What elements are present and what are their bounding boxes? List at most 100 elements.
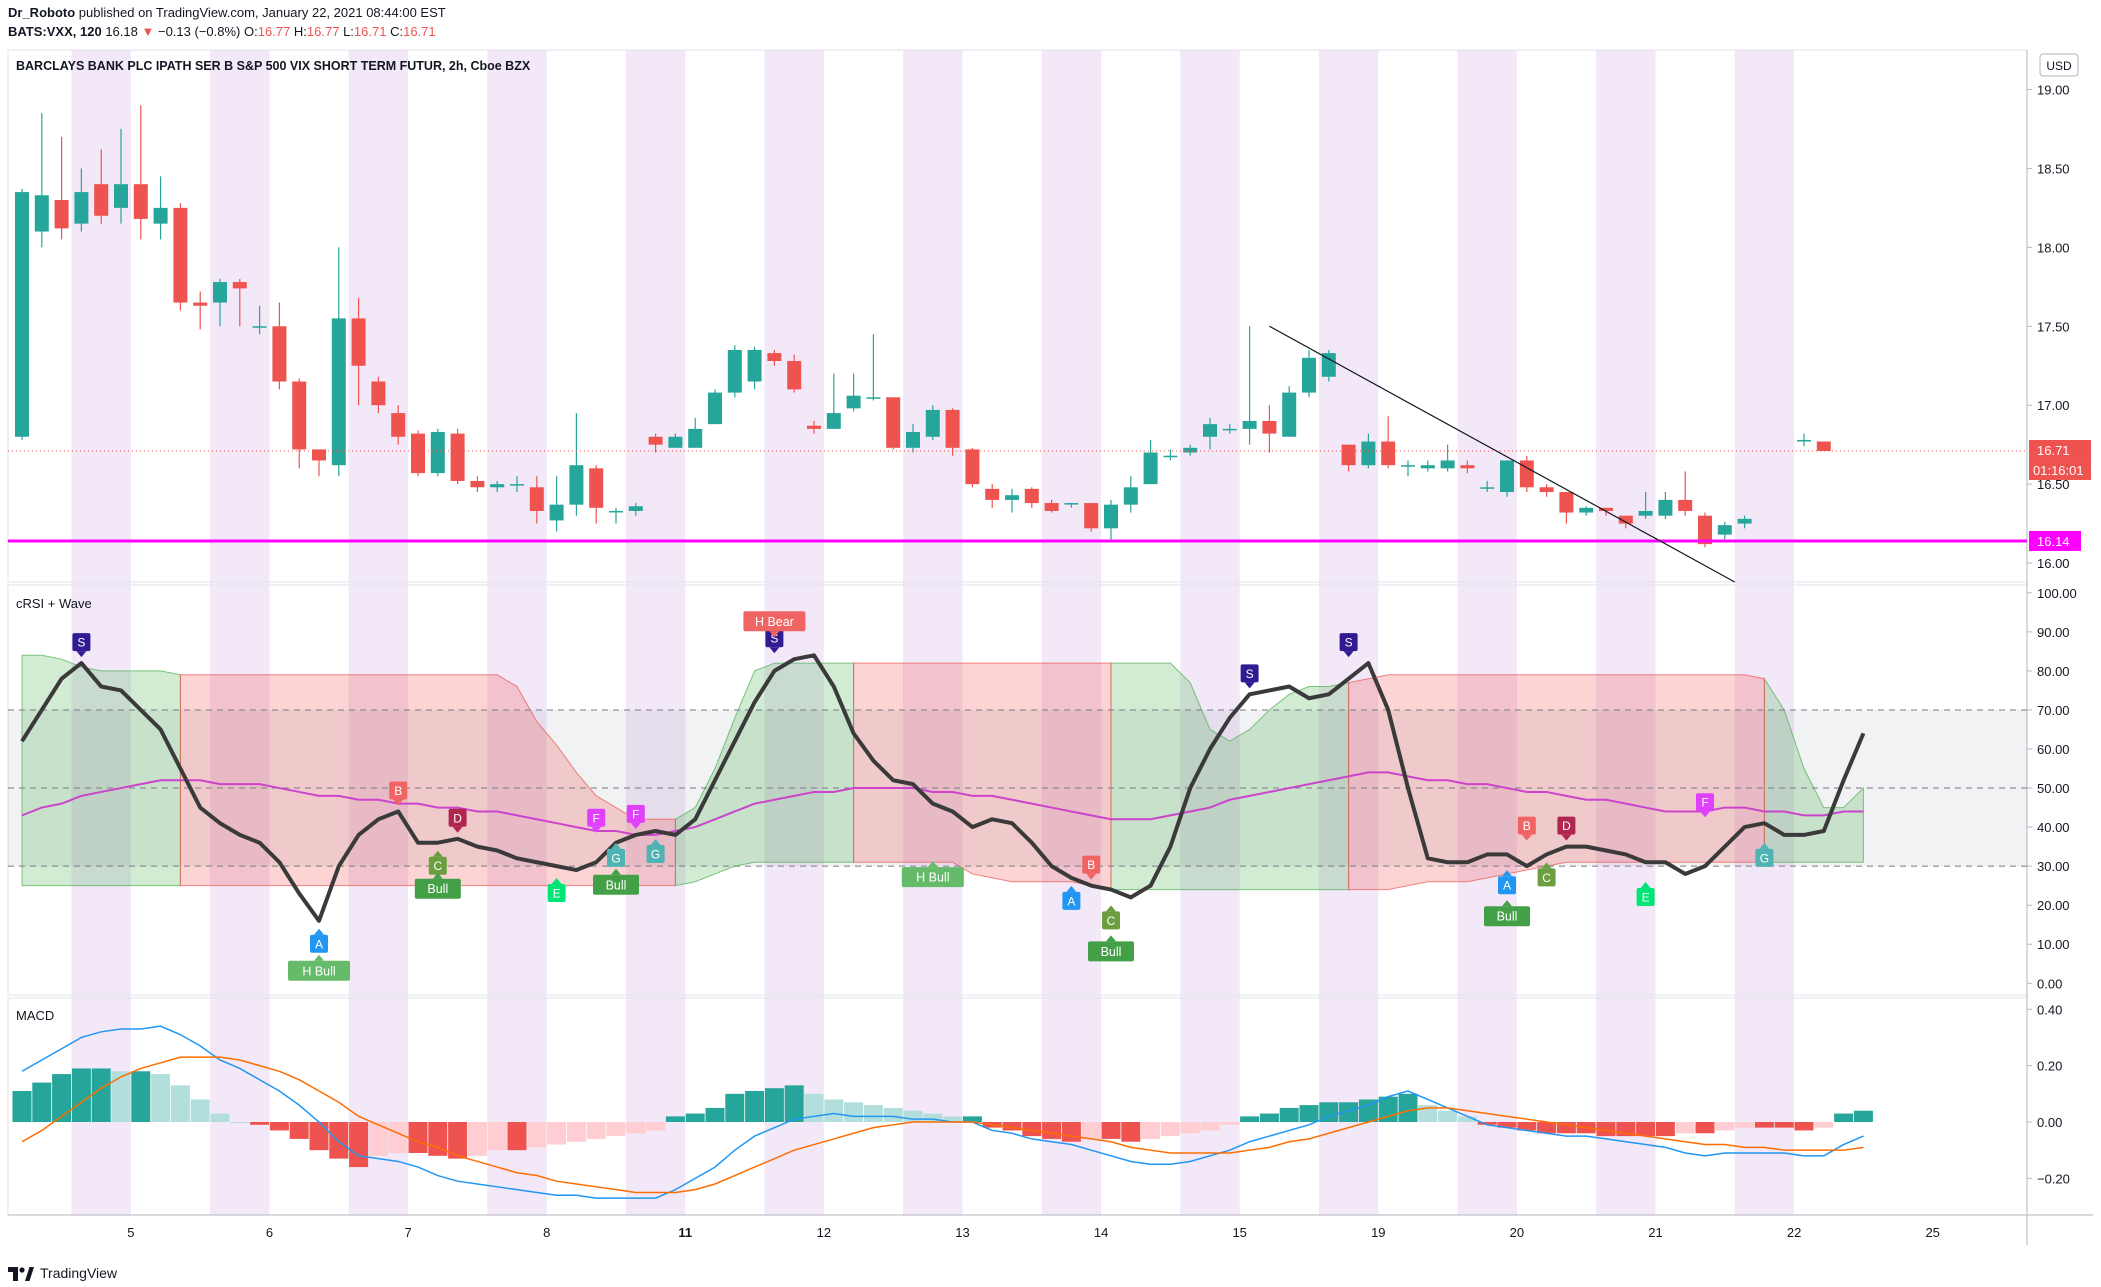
- ohlc-legend: BATS:VXX, 120 16.18 ▼ −0.13 (−0.8%) O:16…: [8, 24, 436, 39]
- macd-hist-bar-33: [665, 1116, 685, 1122]
- candle-body-29: [589, 468, 604, 508]
- macd-hist-bar-41: [824, 1099, 844, 1122]
- divergence-label-6: Bull: [1497, 910, 1518, 924]
- candle-body-18: [371, 381, 386, 406]
- wave-marker-16: [1498, 876, 1516, 895]
- crsi-tick-label-1: 90.00: [2037, 625, 2070, 640]
- divergence-label-box-3: [743, 611, 806, 632]
- wave-marker-pointer-11: [1066, 885, 1077, 892]
- countdown-label: 01:16:01: [2033, 463, 2084, 478]
- macd-hist-bar-63: [1259, 1113, 1279, 1122]
- macd-hist-bar-46: [923, 1113, 943, 1122]
- candle-body-49: [985, 488, 1000, 500]
- macd-hist-bar-4: [91, 1068, 111, 1122]
- macd-hist-bar-29: [586, 1122, 606, 1139]
- crsi-bear-band-1: [853, 662, 1112, 891]
- macd-hist-bar-35: [705, 1107, 725, 1122]
- publish-text: published on TradingView.com, January 22…: [78, 5, 446, 20]
- candle-body-50: [1005, 495, 1019, 500]
- wave-marker-label-12: B: [1087, 858, 1095, 872]
- wave-marker-21: [1696, 793, 1714, 812]
- candle-body-45: [906, 432, 920, 448]
- divergence-label-0: H Bull: [302, 964, 335, 978]
- price-tick-label-3: 17.50: [2037, 319, 2070, 334]
- candle-body-87: [1737, 518, 1752, 524]
- symbol-label: BATS:VXX, 120: [8, 24, 102, 39]
- macd-hist-bar-44: [883, 1107, 903, 1122]
- macd-hist-bar-0: [12, 1091, 32, 1122]
- candle-body-46: [925, 409, 940, 437]
- macd-hist-bar-2: [52, 1074, 72, 1122]
- divergence-label-5: Bull: [1101, 945, 1122, 959]
- candle-body-15: [312, 449, 326, 461]
- session-band-0: [71, 50, 131, 1215]
- candle-body-83: [1658, 499, 1673, 516]
- session-band-7: [1041, 50, 1102, 1215]
- candle-body-54: [1084, 503, 1099, 529]
- candle-body-84: [1678, 499, 1693, 511]
- candle-body-80: [1599, 507, 1613, 511]
- time-tick-label-8: 15: [1232, 1225, 1246, 1240]
- price-tick-label-0: 19.00: [2037, 82, 2070, 97]
- candle-body-56: [1123, 487, 1138, 505]
- candle-body-20: [411, 433, 425, 474]
- macd-tick-label-2: 0.00: [2037, 1115, 2062, 1130]
- macd-hist-bar-75: [1497, 1122, 1517, 1128]
- candle-body-14: [292, 381, 307, 450]
- divergence-label-box-0: [288, 960, 350, 981]
- macd-hist-bar-84: [1675, 1122, 1695, 1134]
- macd-hist-bar-14: [289, 1122, 309, 1139]
- footer-brand[interactable]: TradingView: [8, 1265, 117, 1281]
- candle-body-35: [708, 392, 722, 425]
- close-label: C:: [390, 24, 404, 39]
- candle-body-17: [351, 318, 366, 366]
- macd-hist-bar-52: [1042, 1122, 1062, 1139]
- candle-body-67: [1341, 444, 1356, 466]
- macd-hist-bar-60: [1200, 1122, 1220, 1131]
- macd-hist-bar-72: [1438, 1110, 1458, 1122]
- macd-hist-bar-57: [1141, 1122, 1161, 1139]
- wave-marker-label-17: B: [1523, 819, 1531, 833]
- wave-marker-pointer-0: [76, 651, 87, 658]
- divergence-label-2: Bull: [606, 878, 627, 892]
- candle-body-69: [1381, 441, 1396, 466]
- time-tick-label-9: 19: [1371, 1225, 1385, 1240]
- price-tick-label-4: 17.00: [2037, 398, 2070, 413]
- support-label: 16.14: [2037, 534, 2070, 549]
- candle-body-39: [787, 360, 802, 390]
- countdown-box: [2029, 459, 2091, 480]
- candle-body-6: [133, 184, 148, 219]
- trend-line: [1269, 325, 1735, 583]
- session-band-6: [903, 50, 963, 1215]
- candle-body-91: [1816, 441, 1831, 451]
- wave-marker-pointer-5: [551, 878, 562, 885]
- session-band-11: [1596, 50, 1656, 1215]
- candle-body-21: [430, 432, 445, 474]
- wave-marker-label-16: A: [1503, 879, 1511, 893]
- publisher-name[interactable]: Dr_Roboto: [8, 5, 76, 20]
- macd-hist-bar-48: [962, 1116, 982, 1122]
- macd-hist-bar-32: [646, 1122, 666, 1131]
- macd-hist-bar-6: [131, 1071, 151, 1122]
- crsi-bull-band-3: [1763, 676, 1864, 863]
- macd-hist-bar-20: [408, 1122, 428, 1153]
- wave-marker-8: [626, 804, 645, 823]
- macd-hist-bar-45: [903, 1110, 923, 1122]
- candle-body-36: [727, 349, 742, 393]
- macd-pane-frame: [7, 997, 2028, 1216]
- candle-body-26: [529, 487, 544, 511]
- candle-body-10: [213, 282, 227, 303]
- macd-hist-bar-55: [1101, 1122, 1121, 1139]
- price-pane-frame: [7, 49, 2028, 583]
- candle-body-74: [1480, 487, 1495, 489]
- macd-hist-bar-78: [1556, 1122, 1576, 1134]
- candle-body-59: [1183, 447, 1198, 453]
- candle-body-24: [490, 484, 505, 488]
- wave-marker-2: [389, 781, 408, 800]
- wave-marker-pointer-8: [630, 822, 641, 829]
- candle-body-60: [1203, 424, 1217, 437]
- wave-marker-9: [646, 845, 665, 863]
- session-band-3: [487, 50, 547, 1215]
- wave-marker-label-6: F: [593, 811, 600, 825]
